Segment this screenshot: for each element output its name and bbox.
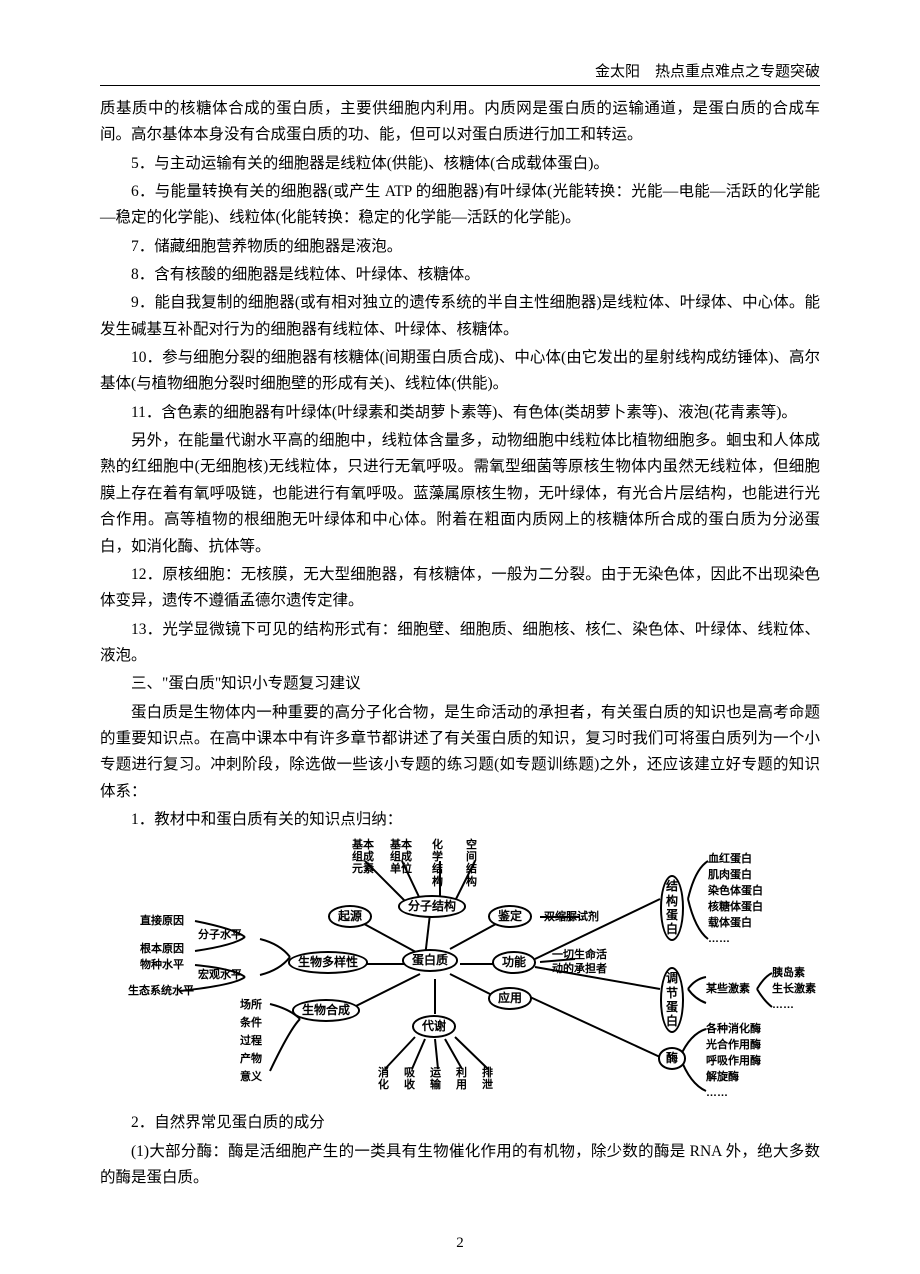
top-c: 化 学 结 构 (432, 839, 443, 887)
node-biosynth: 生物合成 (292, 999, 360, 1021)
r-r6: …… (708, 933, 730, 945)
r-e3: 呼吸作用酶 (706, 1055, 761, 1067)
r-r5: 载体蛋白 (708, 917, 752, 929)
node-identify: 鉴定 (488, 905, 532, 927)
r-grp3: 酶 (658, 1047, 686, 1069)
page-header: 金太阳 热点重点难点之专题突破 (100, 60, 820, 86)
bot-b5: 排 泄 (482, 1067, 493, 1091)
node-molstruct: 分子结构 (398, 895, 466, 917)
para-8: 8．含有核酸的细胞器是线粒体、叶绿体、核糖体。 (100, 262, 820, 288)
node-metab: 代谢 (412, 1015, 456, 1037)
node-app: 应用 (488, 987, 532, 1009)
para-intro: 蛋白质是生物体内一种重要的高分子化合物，是生命活动的承担者，有关蛋白质的知识也是… (100, 700, 820, 805)
r-func1: 一切生命活 (552, 949, 607, 961)
para-12: 12．原核细胞：无核膜，无大型细胞器，有核糖体，一般为二分裂。由于无染色体，因此… (100, 562, 820, 615)
node-biodiv: 生物多样性 (288, 951, 368, 973)
top-b: 基本 组成 单位 (390, 839, 412, 875)
r-r2: 肌肉蛋白 (708, 869, 752, 881)
r-e5: …… (706, 1087, 728, 1099)
synth-s2: 条件 (240, 1017, 262, 1029)
r-e1: 各种消化酶 (706, 1023, 761, 1035)
node-origin: 起源 (328, 905, 372, 927)
left-l2: 根本原因 (140, 943, 184, 955)
header-source: 金太阳 (595, 64, 640, 80)
r-h1c: …… (772, 999, 794, 1011)
para-extra: 另外，在能量代谢水平高的细胞中，线粒体含量多，动物细胞中线粒体比植物细胞多。蛔虫… (100, 428, 820, 560)
para-13: 13．光学显微镜下可见的结构形式有：细胞壁、细胞质、细胞核、核仁、染色体、叶绿体… (100, 617, 820, 670)
r-e2: 光合作用酶 (706, 1039, 761, 1051)
para-cont: 质基质中的核糖体合成的蛋白质，主要供细胞内利用。内质网是蛋白质的运输通道，是蛋白… (100, 96, 820, 149)
para-item-1: 1．教材中和蛋白质有关的知识点归纳： (100, 807, 820, 833)
synth-s5: 意义 (240, 1071, 262, 1083)
page-number: 2 (0, 1235, 920, 1252)
para-7: 7．储藏细胞营养物质的细胞器是液泡。 (100, 234, 820, 260)
r-r3: 染色体蛋白 (708, 885, 763, 897)
para-5: 5．与主动运输有关的细胞器是线粒体(供能)、核糖体(合成载体蛋白)。 (100, 151, 820, 177)
heading-3: 三、"蛋白质"知识小专题复习建议 (100, 671, 820, 697)
r-h1b: 生长激素 (772, 983, 816, 995)
bot-b3: 运 输 (430, 1067, 441, 1091)
document-body: 质基质中的核糖体合成的蛋白质，主要供细胞内利用。内质网是蛋白质的运输通道，是蛋白… (100, 96, 820, 1191)
r-e4: 解旋酶 (706, 1071, 739, 1083)
para-9: 9．能自我复制的细胞器(或有相对独立的遗传系统的半自主性细胞器)是线粒体、叶绿体… (100, 290, 820, 343)
r-h1: 某些激素 (706, 983, 750, 995)
top-d: 空 间 结 构 (466, 839, 477, 887)
bot-b2: 吸 收 (404, 1067, 415, 1091)
para-11: 11．含色素的细胞器有叶绿体(叶绿素和类胡萝卜素等)、有色体(类胡萝卜素等)、液… (100, 400, 820, 426)
r-grp2: 调 节 蛋 白 (660, 967, 684, 1033)
left-m2: 宏观水平 (198, 969, 242, 981)
left-l3: 物种水平 (140, 959, 184, 971)
node-center: 蛋白质 (402, 949, 458, 971)
left-l1: 直接原因 (140, 915, 184, 927)
node-function: 功能 (492, 951, 536, 973)
header-title: 热点重点难点之专题突破 (655, 64, 820, 80)
para-item-2: 2．自然界常见蛋白质的成分 (100, 1110, 820, 1136)
r-ident: 双缩脲试剂 (544, 911, 599, 923)
r-func2: 动的承担者 (552, 963, 607, 975)
synth-s4: 产物 (240, 1053, 262, 1065)
r-grp1: 结 构 蛋 白 (660, 875, 684, 941)
concept-map: 蛋白质 起源 分子结构 鉴定 生物多样性 功能 生物合成 代谢 应用 基本 组成… (100, 839, 820, 1104)
top-a: 基本 组成 元素 (352, 839, 374, 875)
left-l4: 生态系统水平 (128, 985, 194, 997)
r-r1: 血红蛋白 (708, 853, 752, 865)
synth-s1: 场所 (240, 999, 262, 1011)
para-10: 10．参与细胞分裂的细胞器有核糖体(间期蛋白质合成)、中心体(由它发出的星射线构… (100, 345, 820, 398)
synth-s3: 过程 (240, 1035, 262, 1047)
r-r4: 核糖体蛋白 (708, 901, 763, 913)
bot-b4: 利 用 (456, 1067, 467, 1091)
left-m1: 分子水平 (198, 929, 242, 941)
r-h1a: 胰岛素 (772, 967, 805, 979)
bot-b1: 消 化 (378, 1067, 389, 1091)
para-item-2-1: (1)大部分酶：酶是活细胞产生的一类具有生物催化作用的有机物，除少数的酶是 RN… (100, 1139, 820, 1192)
para-6: 6．与能量转换有关的细胞器(或产生 ATP 的细胞器)有叶绿体(光能转换：光能—… (100, 179, 820, 232)
